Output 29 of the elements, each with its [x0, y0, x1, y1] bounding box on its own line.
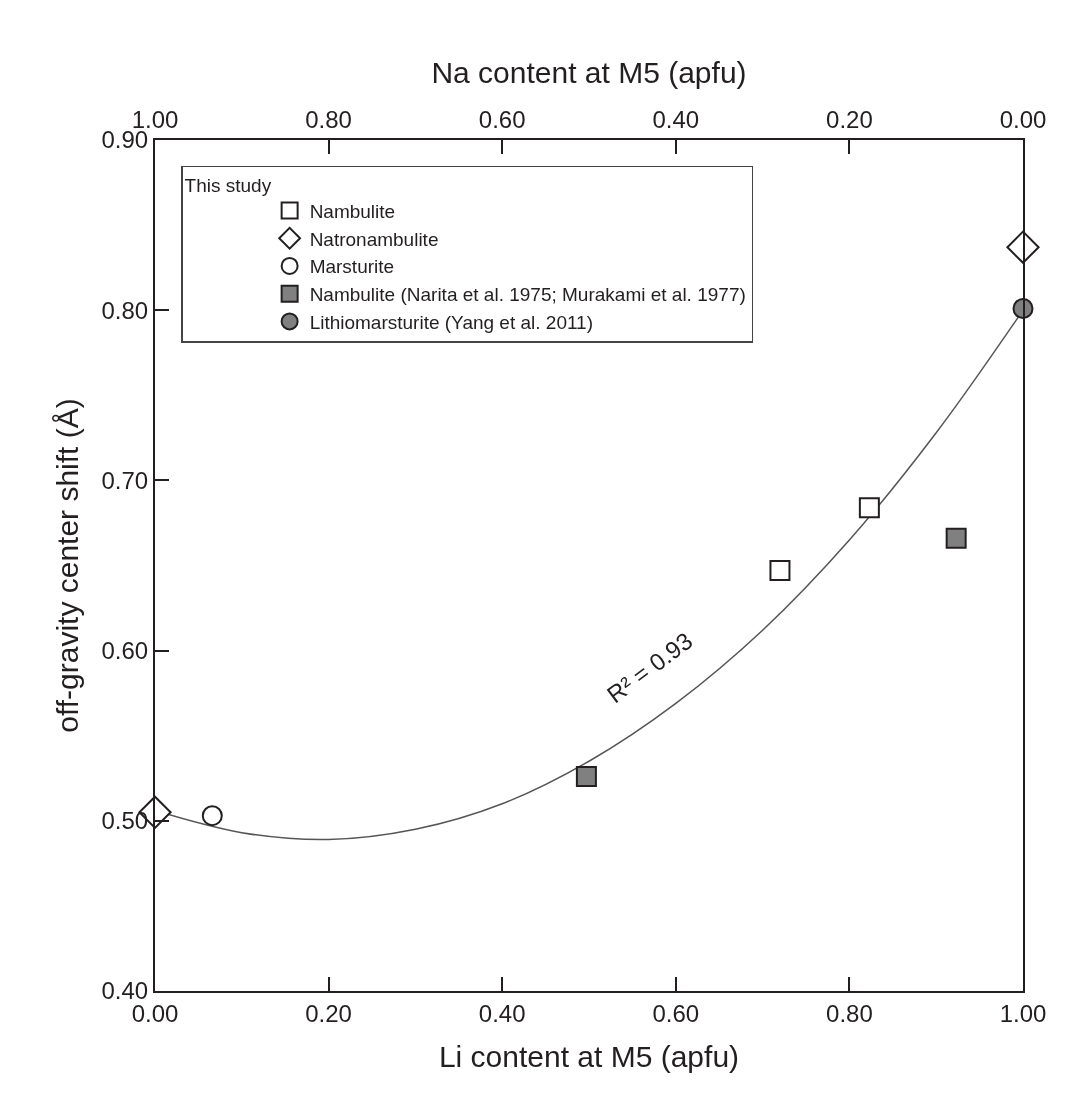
y-tick-label: 0.80 — [101, 296, 149, 324]
x2-tick-label: 0.80 — [305, 106, 352, 134]
legend-title: This study — [184, 174, 272, 196]
point — [769, 560, 791, 582]
legend-label: Nambulite (Narita et al. 1975; Murakami et al. 1977) — [309, 284, 746, 306]
y-axis-title: off-gravity center shift (Å) — [50, 398, 84, 733]
x-tick-label: 0.80 — [826, 999, 873, 1027]
point — [945, 527, 967, 549]
x-tick-label: 0.40 — [478, 999, 526, 1027]
point — [858, 497, 880, 519]
y-tick-label: 0.60 — [101, 637, 149, 664]
x2-tick-label: 0.00 — [999, 106, 1047, 134]
legend-label: Lithiomarsturite (Yang et al. 2011) — [309, 311, 594, 333]
x-tick-label: 0.60 — [652, 999, 700, 1027]
x-tick-label: 1.00 — [999, 999, 1047, 1027]
legend-label: Marsturite — [309, 256, 395, 278]
x2-tick-label: 0.40 — [652, 106, 700, 134]
legend-label: Natronambulite — [309, 228, 439, 250]
x2-tick-label: 0.20 — [826, 106, 873, 134]
x-axis-title: Li content at M5 (apfu) — [438, 1039, 740, 1073]
point — [575, 766, 597, 788]
x2-tick-label: 0.60 — [478, 106, 526, 134]
y-tick-label: 0.70 — [101, 466, 149, 494]
x-tick-label: 0.20 — [305, 999, 352, 1027]
y-tick-label: 0.50 — [101, 807, 149, 835]
legend-label: Nambulite — [309, 200, 396, 222]
point — [201, 805, 223, 827]
x2-axis-title: Na content at M5 (apfu) — [431, 55, 747, 89]
annotation: R² = 0.93 — [601, 626, 698, 709]
